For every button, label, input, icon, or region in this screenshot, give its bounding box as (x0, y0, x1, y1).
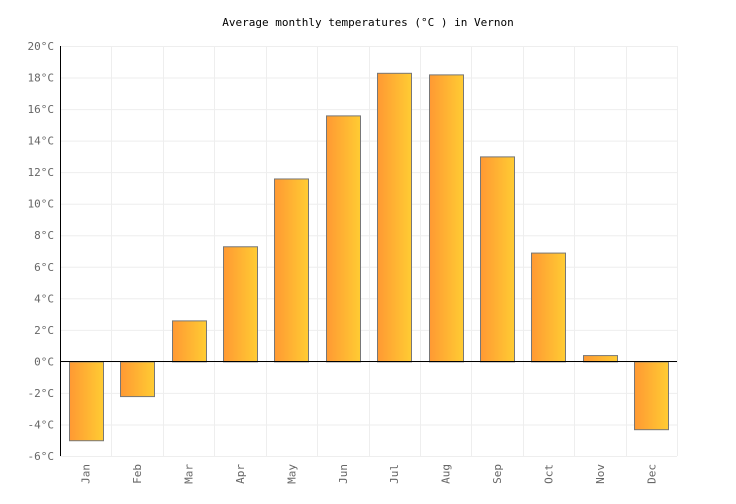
y-tick-label: 4°C (34, 292, 54, 305)
x-axis-ticks: Jan Feb Mar Apr May Jun Jul Aug Sep Oct Nov Dec (80, 464, 659, 484)
x-tick-label: Dec (645, 464, 658, 484)
bar-apr[interactable] (223, 246, 258, 363)
x-tick-label: Mar (183, 464, 196, 484)
y-axis-ticks: -6°C -4°C -2°C 0°C 2°C 4°C 6°C 8°C 10°C 12°C 14°C 1… (28, 40, 55, 463)
x-tick-label: Nov (594, 464, 607, 484)
bar-may[interactable] (274, 178, 309, 363)
bar-sep[interactable] (480, 156, 515, 363)
bar-dec[interactable] (634, 361, 669, 431)
y-tick-label: 16°C (28, 103, 55, 116)
chart-title: Average monthly temperatures (°C ) in Ve… (222, 16, 513, 29)
y-tick-label: 0°C (34, 355, 54, 368)
y-tick-label: 18°C (28, 72, 55, 85)
y-tick-label: 12°C (28, 166, 55, 179)
grid (60, 46, 678, 457)
y-tick-label: -4°C (28, 418, 55, 431)
x-tick-label: Aug (440, 464, 453, 484)
x-tick-label: Jun (337, 464, 350, 484)
bar-jul[interactable] (377, 72, 412, 363)
x-tick-label: May (285, 464, 298, 484)
bar-jan[interactable] (69, 361, 104, 442)
y-tick-label: 2°C (34, 324, 54, 337)
y-tick-label: 14°C (28, 135, 55, 148)
x-tick-label: Feb (131, 464, 144, 484)
bar-jun[interactable] (326, 115, 361, 363)
y-tick-label: 8°C (34, 229, 54, 242)
x-tick-label: Jul (388, 464, 401, 484)
y-tick-label: 6°C (34, 261, 54, 274)
x-tick-label: Jan (80, 464, 93, 484)
bar-nov[interactable] (583, 355, 618, 363)
x-tick-label: Apr (234, 464, 247, 484)
bar-mar[interactable] (172, 320, 207, 363)
bar-feb[interactable] (120, 361, 155, 398)
y-tick-label: 20°C (28, 40, 55, 53)
bar-aug[interactable] (429, 74, 464, 363)
y-tick-label: -6°C (28, 450, 55, 463)
x-tick-label: Sep (491, 464, 504, 484)
x-tick-label: Oct (542, 464, 555, 484)
bars (69, 72, 669, 442)
y-tick-label: 10°C (28, 198, 55, 211)
axes (60, 46, 677, 456)
bar-oct[interactable] (531, 252, 566, 363)
y-tick-label: -2°C (28, 387, 55, 400)
